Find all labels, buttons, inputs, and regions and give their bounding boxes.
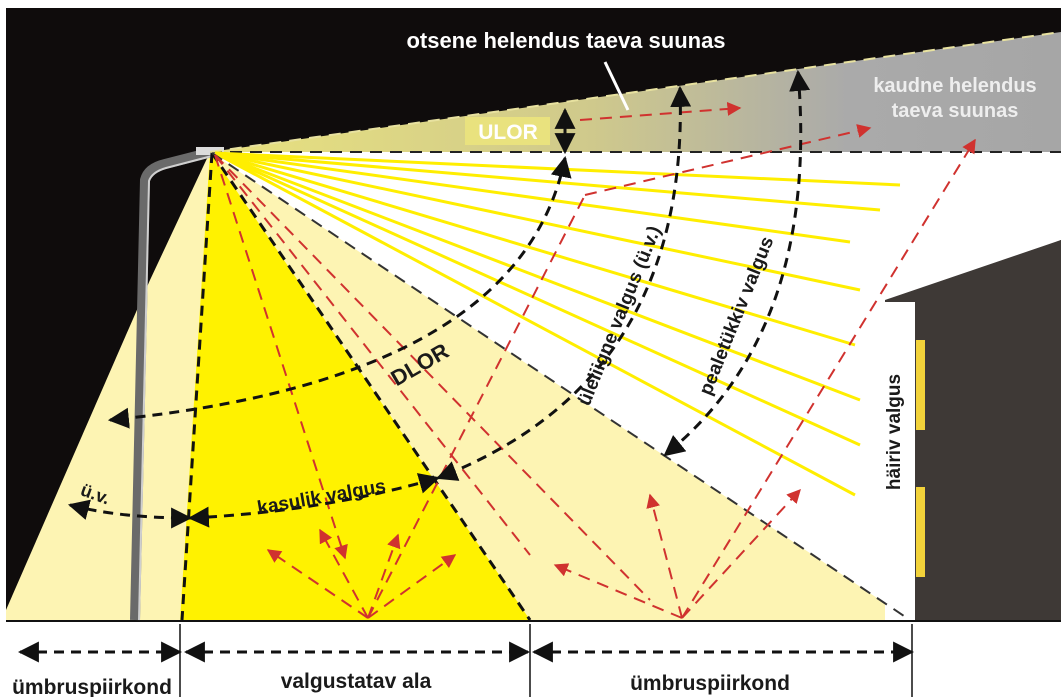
direct-glow-pointer [603,61,630,111]
dimension-arrows [17,624,915,697]
intrusive-light-label: häiriv valgus [884,374,905,490]
building [885,240,1061,620]
ulor-label-bg [465,117,550,145]
direct-sky-glow-label: otsene helendus taeva suunas [406,28,725,53]
indirect-sky-glow-label-2: taeva suunas [892,100,1019,122]
dlor-arc [107,155,572,429]
building-lit-facade [885,302,915,620]
glare-arc [663,69,811,457]
ulor-label: ULOR [478,121,538,144]
indirect-sky-glow-label-1: kaudne helendus [873,75,1036,97]
window-lower [916,487,925,577]
surroundings-right-label: ümbruspiirkond [630,672,790,695]
surroundings-left-label: ümbruspiirkond [12,676,172,697]
spill-short-arc [67,499,193,529]
window-upper [916,340,925,430]
useful-arc [187,473,441,528]
lit-area-label: valgustatav ala [281,670,432,693]
